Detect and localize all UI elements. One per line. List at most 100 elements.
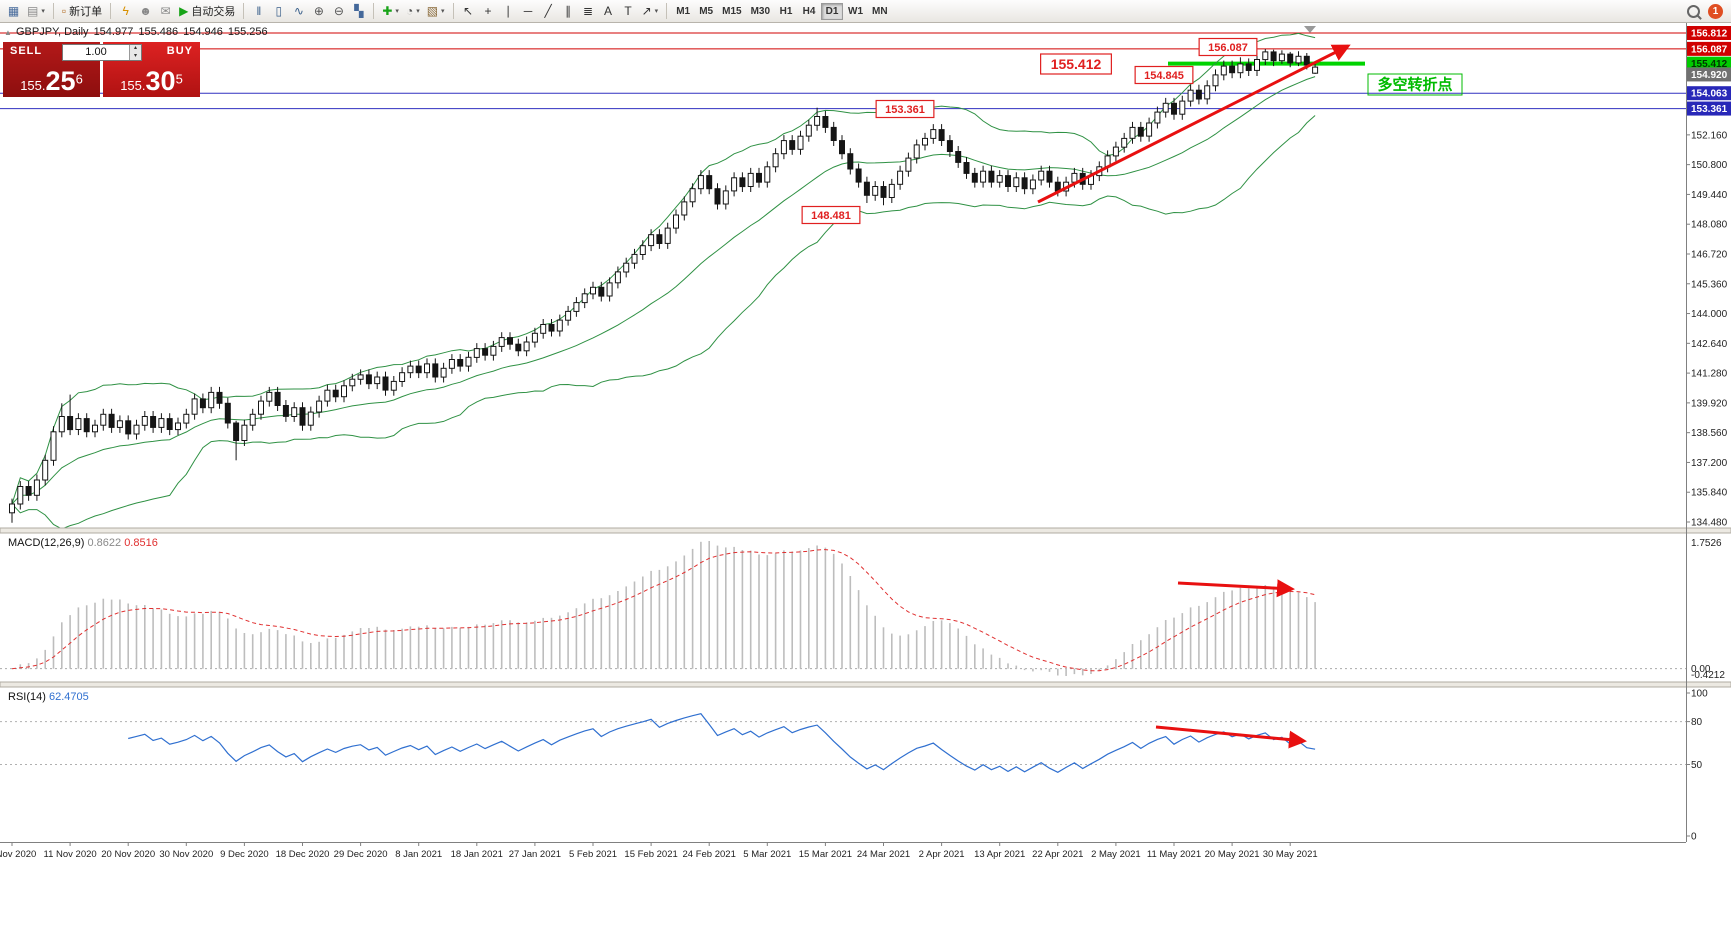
one-click-toggle-icon[interactable]: ▲ bbox=[4, 28, 12, 37]
timeframe-m5[interactable]: M5 bbox=[695, 3, 717, 20]
volume-value: 1.00 bbox=[85, 46, 107, 58]
zoom-out-button[interactable]: ⊖ bbox=[329, 2, 348, 21]
templates-button[interactable]: ▧ ▾ bbox=[424, 2, 448, 21]
svg-text:134.480: 134.480 bbox=[1691, 518, 1728, 529]
line-chart-button[interactable]: ∿ bbox=[289, 2, 308, 21]
axis-badge-155.412 bbox=[1687, 56, 1731, 71]
volume-input[interactable]: 1.00 ▴ ▾ bbox=[62, 44, 142, 61]
buy-price: 155.305 bbox=[120, 66, 183, 96]
price-axis[interactable]: 152.160 150.800 149.440 148.080 146.720 145.3… bbox=[1686, 26, 1731, 529]
one-click-trading-panel: SELL 155.256 BUY 155.305 1.00 ▴ ▾ bbox=[3, 42, 200, 97]
arrows-caret-icon[interactable]: ▾ bbox=[654, 8, 659, 15]
svg-text:18 Jan 2021: 18 Jan 2021 bbox=[451, 849, 503, 860]
svg-text:141.280: 141.280 bbox=[1691, 369, 1728, 380]
volume-spinner[interactable]: ▴ ▾ bbox=[129, 45, 141, 60]
timeframe-m30[interactable]: M30 bbox=[747, 3, 774, 20]
buy-label: BUY bbox=[166, 45, 193, 57]
timeframe-h1[interactable]: H1 bbox=[775, 3, 797, 20]
svg-text:139.920: 139.920 bbox=[1691, 398, 1728, 409]
toolbar-separator bbox=[666, 3, 668, 19]
svg-text:156.087: 156.087 bbox=[1691, 44, 1728, 55]
rsi-pane: RSI(14) 62.4705 100 80 50 0 bbox=[0, 689, 1708, 843]
trend-arrow-2[interactable] bbox=[1177, 579, 1295, 598]
note-box[interactable] bbox=[1367, 73, 1463, 96]
svg-text:27 Jan 2021: 27 Jan 2021 bbox=[509, 849, 561, 860]
arrows-button[interactable]: ↗ ▾ bbox=[639, 2, 662, 21]
svg-text:11 May 2021: 11 May 2021 bbox=[1147, 849, 1201, 860]
periods-caret-icon[interactable]: ▾ bbox=[416, 8, 420, 15]
notifications-badge[interactable]: 1 bbox=[1708, 3, 1723, 19]
text-button[interactable]: A bbox=[599, 2, 618, 21]
date-axis[interactable]: 2 Nov 2020 11 Nov 2020 20 Nov 2020 30 Nov 2… bbox=[0, 842, 1318, 860]
price-label-155.412[interactable] bbox=[1040, 53, 1112, 75]
zoom-in-button[interactable]: ⊕ bbox=[309, 2, 328, 21]
trendline-button[interactable]: ╱ bbox=[539, 2, 558, 21]
new-chart-icon: ▦ bbox=[7, 4, 20, 18]
timeframe-m15[interactable]: M15 bbox=[718, 3, 745, 20]
svg-text:156.812: 156.812 bbox=[1691, 29, 1728, 40]
timeframe-mn[interactable]: MN bbox=[868, 3, 892, 20]
pane-separator-rsi[interactable] bbox=[0, 681, 1731, 688]
new-chart-button[interactable]: ▦ bbox=[4, 2, 23, 21]
market-button[interactable]: ✉ bbox=[156, 2, 175, 21]
cursor-button[interactable]: ↖ bbox=[459, 2, 478, 21]
search-icon[interactable] bbox=[1687, 4, 1700, 18]
equidistant-channel-icon: ∥ bbox=[565, 4, 572, 18]
svg-text:144.000: 144.000 bbox=[1691, 309, 1728, 320]
ohlc-open: 154.977 bbox=[93, 26, 134, 38]
svg-text:142.640: 142.640 bbox=[1691, 339, 1728, 350]
autotrading-button[interactable]: ▶ 自动交易 bbox=[176, 2, 238, 21]
crosshair-button[interactable]: + bbox=[479, 2, 498, 21]
svg-text:18 Dec 2020: 18 Dec 2020 bbox=[276, 849, 330, 860]
indicators-button[interactable]: ✚ ▾ bbox=[379, 2, 402, 21]
timeframe-m1[interactable]: M1 bbox=[672, 3, 694, 20]
price-label-153.361[interactable] bbox=[875, 99, 935, 119]
text-icon: A bbox=[604, 4, 613, 18]
timeframe-h4[interactable]: H4 bbox=[798, 3, 820, 20]
svg-text:30 May 2021: 30 May 2021 bbox=[1263, 849, 1318, 860]
indicators-caret-icon[interactable]: ▾ bbox=[395, 8, 399, 15]
shift-marker-icon[interactable] bbox=[1304, 26, 1316, 33]
equidistant-channel-button[interactable]: ∥ bbox=[559, 2, 578, 21]
svg-text:0: 0 bbox=[1691, 832, 1697, 843]
tile-windows-button[interactable]: ▚ bbox=[349, 2, 368, 21]
ohlc-close: 155.256 bbox=[227, 26, 268, 38]
templates-caret-icon[interactable]: ▾ bbox=[441, 8, 445, 15]
community-button[interactable]: ☻ bbox=[136, 2, 155, 21]
fibonacci-icon: ≣ bbox=[583, 4, 594, 18]
axis-badge-153.361 bbox=[1687, 101, 1731, 116]
svg-text:5 Mar 2021: 5 Mar 2021 bbox=[743, 849, 791, 860]
candlestick-chart-button[interactable]: ▯ bbox=[269, 2, 288, 21]
bar-chart-button[interactable]: ‖ bbox=[249, 2, 268, 21]
svg-text:146.720: 146.720 bbox=[1691, 249, 1728, 260]
fibonacci-button[interactable]: ≣ bbox=[579, 2, 598, 21]
new-order-button[interactable]: ▫ 新订单 bbox=[59, 2, 105, 21]
horizontal-line-button[interactable]: ─ bbox=[519, 2, 538, 21]
svg-text:156.087: 156.087 bbox=[1208, 42, 1248, 54]
svg-text:15 Mar 2021: 15 Mar 2021 bbox=[799, 849, 852, 860]
timeframe-w1[interactable]: W1 bbox=[844, 3, 867, 20]
expert-advisors-button[interactable]: ϟ bbox=[116, 2, 135, 21]
svg-text:150.800: 150.800 bbox=[1691, 160, 1728, 171]
trend-arrow-3[interactable] bbox=[1155, 725, 1307, 749]
zoom-in-icon: ⊕ bbox=[313, 4, 324, 18]
svg-text:148.080: 148.080 bbox=[1691, 220, 1728, 231]
vertical-line-icon: ∣ bbox=[505, 4, 512, 18]
trend-arrow-1[interactable] bbox=[1037, 44, 1351, 204]
svg-text:多空转折点: 多空转折点 bbox=[1377, 76, 1452, 94]
profiles-button[interactable]: ▤ ▾ bbox=[24, 2, 48, 21]
price-label-154.845[interactable] bbox=[1134, 65, 1194, 85]
vertical-line-button[interactable]: ∣ bbox=[499, 2, 518, 21]
svg-text:29 Dec 2020: 29 Dec 2020 bbox=[334, 849, 388, 860]
svg-text:154.845: 154.845 bbox=[1144, 70, 1184, 82]
price-label-156.087[interactable] bbox=[1198, 37, 1258, 57]
price-label-148.481[interactable] bbox=[801, 205, 861, 225]
periods-button[interactable]: ◔ ▾ bbox=[403, 2, 423, 21]
profiles-caret-icon[interactable]: ▾ bbox=[41, 8, 45, 15]
pane-separator-macd[interactable] bbox=[0, 527, 1731, 534]
svg-text:13 Apr 2021: 13 Apr 2021 bbox=[974, 849, 1025, 860]
timeframe-d1[interactable]: D1 bbox=[821, 2, 844, 20]
bar-chart-icon: ‖ bbox=[256, 4, 262, 18]
text-label-button[interactable]: T bbox=[619, 2, 638, 21]
